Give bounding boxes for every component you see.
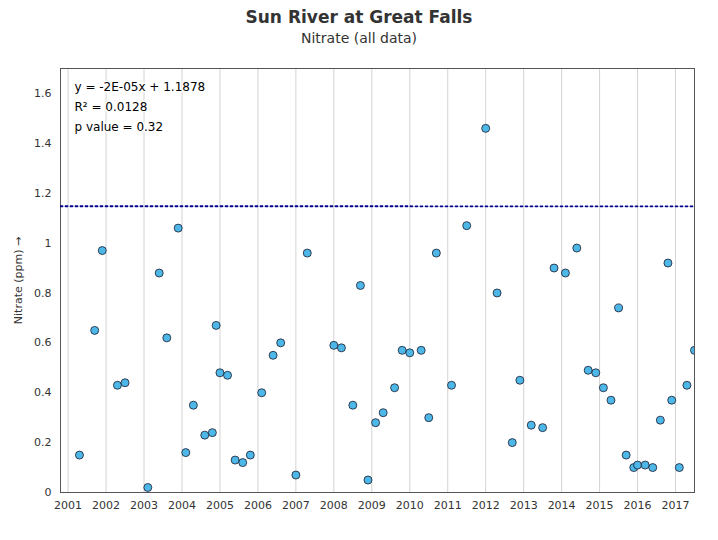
svg-text:1.6: 1.6 xyxy=(34,87,52,100)
svg-text:0.8: 0.8 xyxy=(34,286,52,299)
html-text:Nitrate (all data): Nitrate (all data) xyxy=(301,30,417,46)
svg-text:Nitrate (ppm) →: Nitrate (ppm) → xyxy=(12,237,25,324)
svg-text:2012: 2012 xyxy=(472,499,500,512)
svg-text:2010: 2010 xyxy=(396,499,424,512)
svg-text:2003: 2003 xyxy=(130,499,158,512)
svg-text:2014: 2014 xyxy=(548,499,576,512)
svg-text:2008: 2008 xyxy=(320,499,348,512)
svg-text:0.6: 0.6 xyxy=(34,336,52,349)
svg-text:2016: 2016 xyxy=(624,499,652,512)
svg-text:2004: 2004 xyxy=(168,499,196,512)
svg-text:p value = 0.32: p value = 0.32 xyxy=(75,120,164,134)
svg-text:1.2: 1.2 xyxy=(34,187,52,200)
svg-text:2001: 2001 xyxy=(54,499,82,512)
svg-text:2013: 2013 xyxy=(510,499,538,512)
svg-text:2009: 2009 xyxy=(358,499,386,512)
svg-text:2002: 2002 xyxy=(92,499,120,512)
svg-text:0.4: 0.4 xyxy=(34,386,52,399)
svg-text:2015: 2015 xyxy=(586,499,614,512)
svg-text:2007: 2007 xyxy=(282,499,310,512)
svg-text:2005: 2005 xyxy=(206,499,234,512)
svg-text:y = -2E-05x + 1.1878: y = -2E-05x + 1.1878 xyxy=(75,80,206,94)
svg-text:0.2: 0.2 xyxy=(34,436,52,449)
svg-text:2017: 2017 xyxy=(662,499,690,512)
svg-text:2006: 2006 xyxy=(244,499,272,512)
svg-text:R² = 0.0128: R² = 0.0128 xyxy=(75,100,148,114)
svg-text:0: 0 xyxy=(45,486,52,499)
html-text:Sun River at Great Falls: Sun River at Great Falls xyxy=(245,7,473,27)
svg-text:2011: 2011 xyxy=(434,499,462,512)
svg-text:1: 1 xyxy=(45,237,52,250)
svg-text:1.4: 1.4 xyxy=(34,137,52,150)
